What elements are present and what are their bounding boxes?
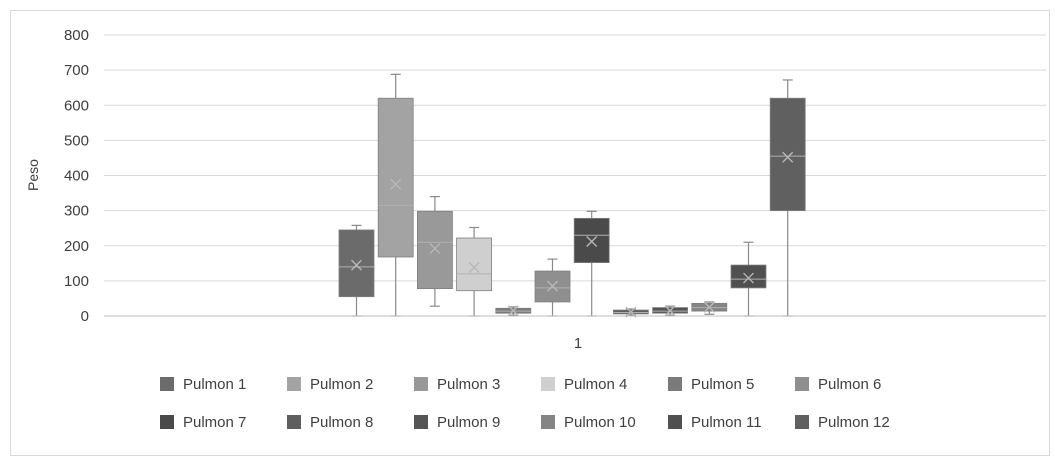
legend-item: Pulmon 9 [414,412,541,432]
legend: Pulmon 1 Pulmon 2 Pulmon 3 Pulmon 4 Pulmon 5… [160,374,940,450]
box-pulmon-10 [691,301,728,315]
mean-marker [429,243,441,255]
legend-swatch [541,415,555,429]
mean-marker [507,305,519,317]
legend-item: Pulmon 11 [668,412,795,432]
legend-item: Pulmon 7 [160,412,287,432]
y-tick-label: 800 [64,27,89,44]
legend-item: Pulmon 10 [541,412,668,432]
legend-item: Pulmon 4 [541,374,668,394]
legend-row: Pulmon 7 Pulmon 8 Pulmon 9 Pulmon 10 Pulmon … [160,412,940,432]
legend-label: Pulmon 5 [691,375,755,393]
y-tick-label: 500 [64,132,89,149]
legend-swatch [414,377,428,391]
legend-item: Pulmon 2 [287,374,414,394]
legend-swatch [795,415,809,429]
legend-label: Pulmon 10 [564,413,636,431]
mean-marker [586,236,598,248]
mean-marker [625,306,637,318]
legend-swatch [287,377,301,391]
mean-marker [782,151,794,163]
mean-marker [703,301,715,313]
y-axis-title: Peso [25,159,41,191]
box-pulmon-5 [495,305,532,317]
y-tick-label: 200 [64,238,89,255]
box-pulmon-1 [338,224,375,317]
legend-item: Pulmon 6 [795,374,922,394]
legend-label: Pulmon 1 [183,375,247,393]
x-category-label: 1 [574,335,582,352]
legend-item: Pulmon 5 [668,374,795,394]
box-pulmon-11 [730,241,767,317]
legend-label: Pulmon 11 [691,413,762,431]
legend-item: Pulmon 12 [795,412,922,432]
mean-marker [351,259,362,271]
mean-marker [547,280,558,292]
y-tick-label: 700 [64,62,89,79]
legend-swatch [160,415,174,429]
legend-item: Pulmon 8 [287,412,414,432]
y-tick-label: 600 [64,97,89,114]
legend-label: Pulmon 3 [437,375,501,393]
legend-item: Pulmon 3 [414,374,541,394]
box-pulmon-8 [613,306,649,318]
y-tick-label: 300 [64,203,89,220]
box-iqr [769,97,806,212]
mean-marker [390,178,402,190]
chart-frame [10,10,1050,456]
legend-swatch [414,415,428,429]
legend-label: Pulmon 6 [818,375,882,393]
boxplot-chart: 0 100 200 300 400 500 600 700 800 1 Peso [25,27,1046,352]
legend-label: Pulmon 9 [437,413,501,431]
box-iqr [730,264,767,289]
box-iqr [377,97,414,258]
legend-label: Pulmon 7 [183,413,247,431]
box-pulmon-2 [377,73,414,317]
box-pulmon-6 [534,258,571,317]
box-iqr [338,229,375,298]
box-iqr [416,210,453,290]
y-tick-label: 400 [64,168,89,185]
legend-item: Pulmon 1 [160,374,287,394]
y-tick-label: 0 [81,308,89,325]
box-iqr [573,217,610,264]
box-pulmon-9 [652,305,688,317]
box-pulmon-3 [416,195,453,307]
legend-label: Pulmon 2 [310,375,374,393]
legend-swatch [668,415,682,429]
legend-swatch [541,377,555,391]
boxes [338,73,806,318]
legend-label: Pulmon 12 [818,413,890,431]
box-pulmon-4 [456,226,493,317]
legend-label: Pulmon 4 [564,375,628,393]
y-tick-label: 100 [64,273,89,290]
legend-label: Pulmon 8 [310,413,374,431]
legend-row: Pulmon 1 Pulmon 2 Pulmon 3 Pulmon 4 Pulmon 5… [160,374,940,394]
box-pulmon-7 [573,210,610,317]
legend-swatch [668,377,682,391]
gridlines [104,34,1046,282]
box-pulmon-12 [769,79,806,317]
mean-marker [664,305,676,317]
mean-marker [743,272,754,284]
box-iqr [456,237,493,292]
legend-swatch [160,377,174,391]
y-axis-ticks: 0 100 200 300 400 500 600 700 800 [64,27,89,325]
mean-marker [468,262,480,274]
legend-swatch [287,415,301,429]
legend-swatch [795,377,809,391]
